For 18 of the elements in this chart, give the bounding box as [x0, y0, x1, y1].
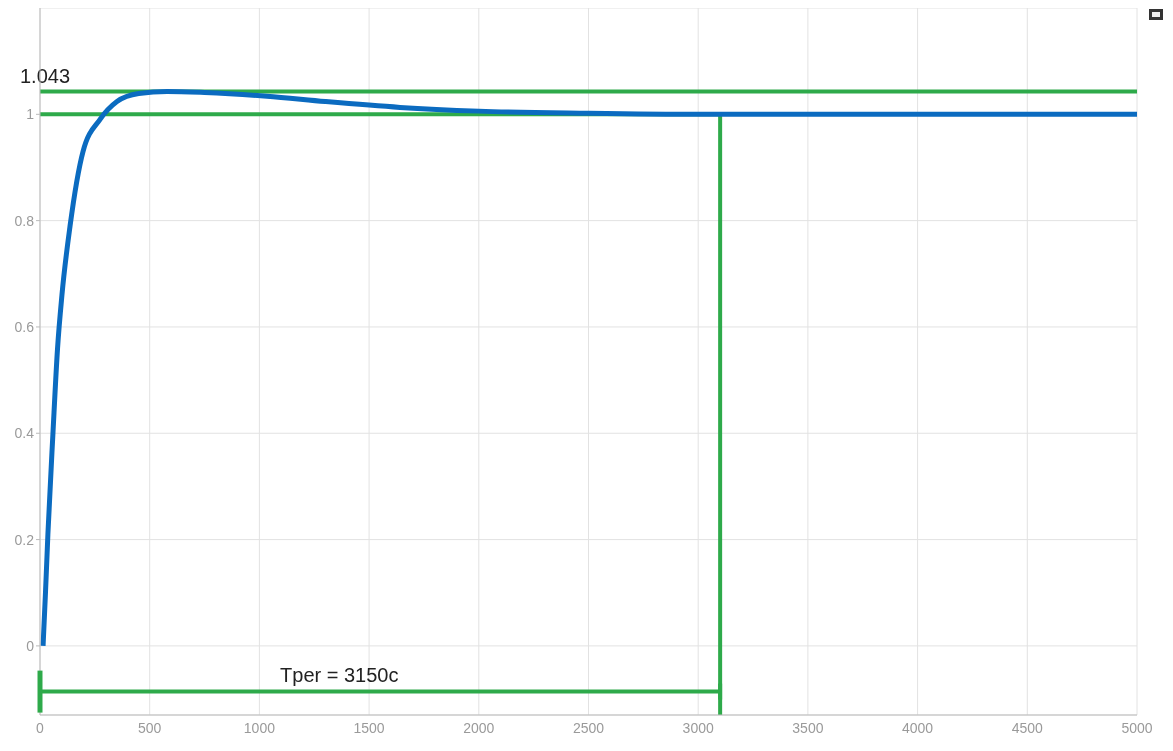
y-tick-label: 0.6 — [14, 318, 35, 335]
x-tick-label: 4000 — [902, 719, 934, 736]
y-tick-label: 0.2 — [14, 531, 35, 548]
x-tick-label: 1500 — [353, 719, 385, 736]
y-tick-label: 0.8 — [14, 212, 35, 229]
x-tick-label: 3000 — [682, 719, 714, 736]
ref-line-label: 1.043 — [20, 65, 71, 88]
x-tick-label: 3500 — [792, 719, 824, 736]
y-tick-label: 0 — [26, 637, 35, 654]
y-tick-label: 1 — [26, 106, 35, 123]
x-tick-label: 4500 — [1011, 719, 1044, 736]
x-tick-label: 2000 — [463, 719, 495, 736]
x-tick-label: 500 — [138, 719, 162, 736]
y-tick-label: 0.4 — [14, 425, 35, 442]
x-tick-label: 5000 — [1121, 719, 1153, 736]
x-tick-label: 1000 — [243, 719, 276, 736]
x-tick-label: 2500 — [572, 719, 605, 736]
annotation: Tper = 3150c — [280, 663, 399, 686]
